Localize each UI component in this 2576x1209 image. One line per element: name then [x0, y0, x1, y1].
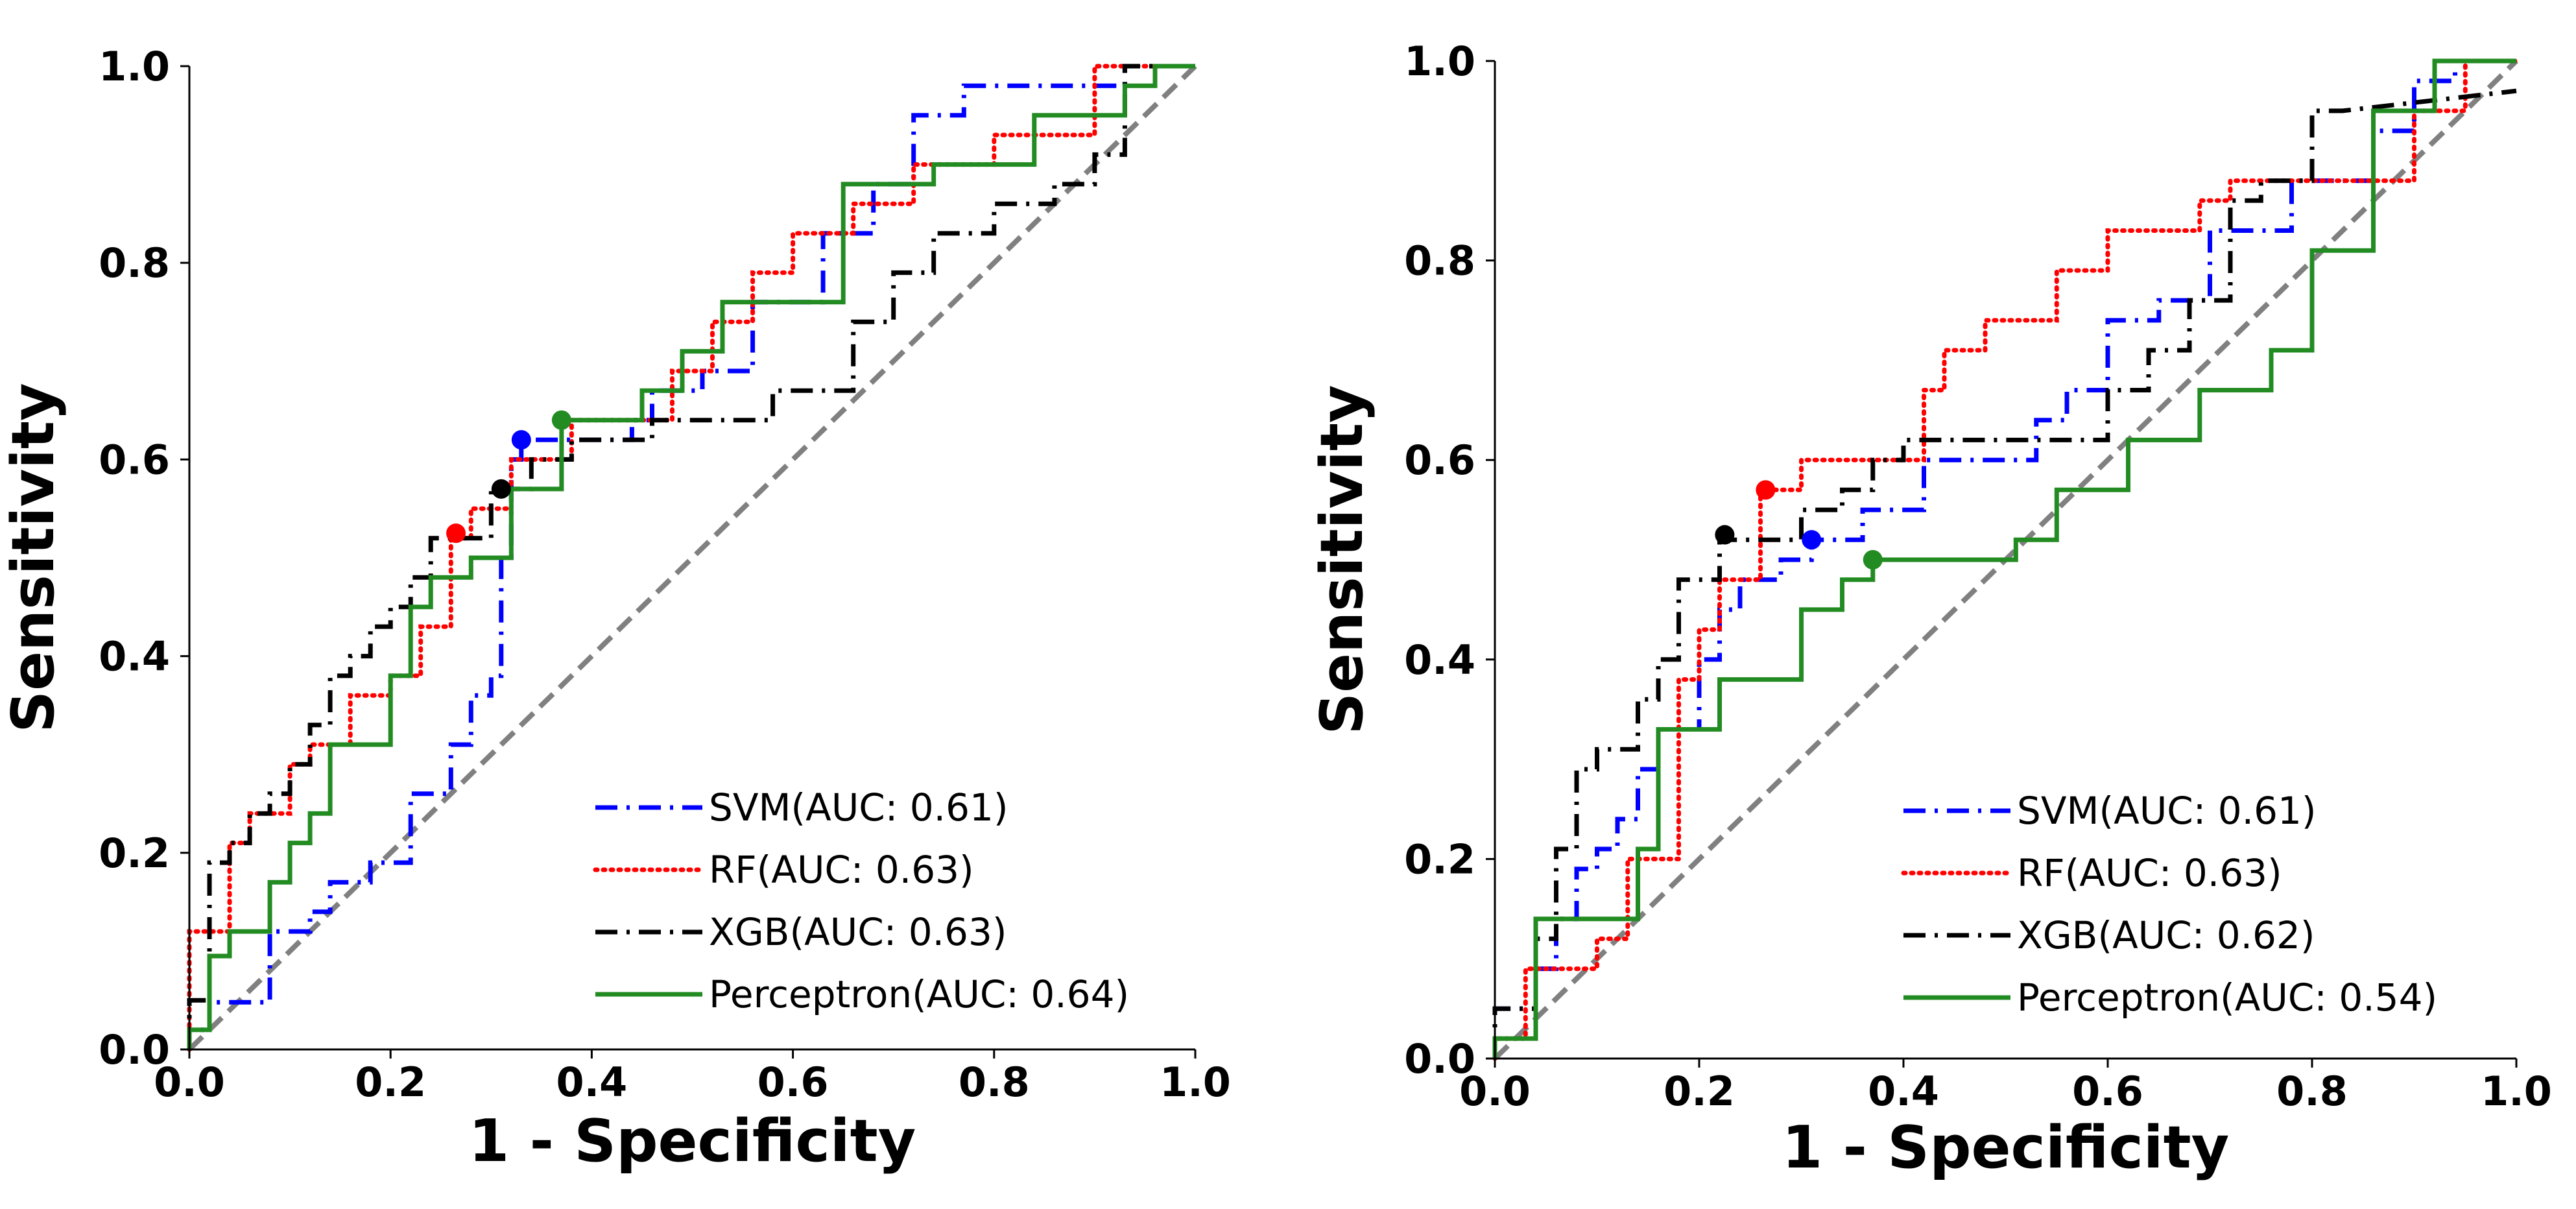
x-tick-label: 0.6 [2072, 1068, 2143, 1115]
roc-curve-xgb [187, 64, 1195, 1049]
x-tick-label: 0.6 [757, 1059, 829, 1106]
roc-curve-svm [1492, 58, 2516, 1059]
y-tick-label: 0.2 [99, 830, 170, 877]
y-tick-label: 0.4 [1404, 636, 1475, 684]
x-tick-label: 0.8 [2276, 1068, 2348, 1115]
x-tick-label: 0.2 [355, 1059, 426, 1106]
x-tick-label: 1.0 [1160, 1059, 1231, 1106]
legend-label-svm: SVM(AUC: 0.61) [709, 785, 1008, 830]
legend-label-svm: SVM(AUC: 0.61) [2017, 789, 2317, 833]
x-tick-label: 0.0 [154, 1059, 225, 1106]
legend: SVM(AUC: 0.61) RF(AUC: 0.63) XGB(AUC: 0.63… [593, 785, 1129, 1016]
y-tick-label: 0.0 [1404, 1035, 1475, 1083]
legend-label-perceptron: Perceptron(AUC: 0.54) [2017, 976, 2437, 1020]
roc-panel-right: 0.0 0.2 0.4 0.6 0.8 1.0 0.0 0.2 0.4 0.6 0.8 1.0 1 - … [1308, 38, 2552, 1182]
optimal-point-perceptron [551, 410, 571, 430]
x-axis-title: 1 - Specificity [1782, 1114, 2230, 1182]
x-tick-label: 0.0 [1459, 1068, 1531, 1115]
legend-label-rf: RF(AUC: 0.63) [2017, 851, 2282, 895]
optimal-point-xgb [491, 479, 511, 499]
y-axis-title: Sensitivity [1308, 385, 1376, 734]
roc-curve-perceptron [187, 64, 1195, 1049]
legend: SVM(AUC: 0.61) RF(AUC: 0.63) XGB(AUC: 0.62… [1901, 789, 2437, 1020]
y-tick-label: 1.0 [99, 43, 170, 90]
legend-label-perceptron: Perceptron(AUC: 0.64) [709, 972, 1129, 1016]
roc-curve-perceptron [1492, 58, 2516, 1059]
optimal-point-perceptron [1863, 550, 1883, 569]
y-axis-title: Sensitivity [0, 383, 67, 732]
y-tick-label: 0.6 [99, 436, 170, 483]
y-tick-label: 0.0 [99, 1026, 170, 1073]
roc-curve-xgb [1492, 88, 2517, 1059]
y-tick-label: 0.8 [1404, 237, 1475, 285]
x-axis-title: 1 - Specificity [469, 1107, 916, 1175]
y-tick-label: 0.8 [99, 239, 170, 287]
legend-label-xgb: XGB(AUC: 0.62) [2017, 913, 2315, 957]
roc-curve-rf [1492, 58, 2519, 1061]
optimal-point-xgb [1715, 525, 1735, 545]
optimal-point-rf [1756, 480, 1776, 500]
optimal-point-svm [1802, 530, 1822, 550]
x-tick-label: 0.4 [556, 1059, 627, 1106]
y-tick-label: 0.4 [99, 633, 170, 680]
x-tick-label: 0.2 [1664, 1068, 1735, 1115]
x-tick-label: 0.8 [959, 1059, 1030, 1106]
y-tick-label: 0.6 [1404, 437, 1475, 484]
legend-label-xgb: XGB(AUC: 0.63) [709, 910, 1007, 954]
y-tick-label: 0.2 [1404, 835, 1475, 883]
legend-label-rf: RF(AUC: 0.63) [709, 848, 974, 892]
reference-diagonal-line [187, 64, 1197, 1051]
optimal-point-rf [446, 523, 466, 544]
roc-panel-left: 0.0 0.2 0.4 0.6 0.8 1.0 0.0 0.2 0.4 0.6 0.8 1.0 1 - … [0, 43, 1231, 1175]
y-tick-label: 1.0 [1404, 38, 1475, 85]
optimal-point-svm [511, 430, 531, 450]
x-tick-label: 1.0 [2481, 1068, 2552, 1115]
x-tick-label: 0.4 [1868, 1068, 1939, 1115]
